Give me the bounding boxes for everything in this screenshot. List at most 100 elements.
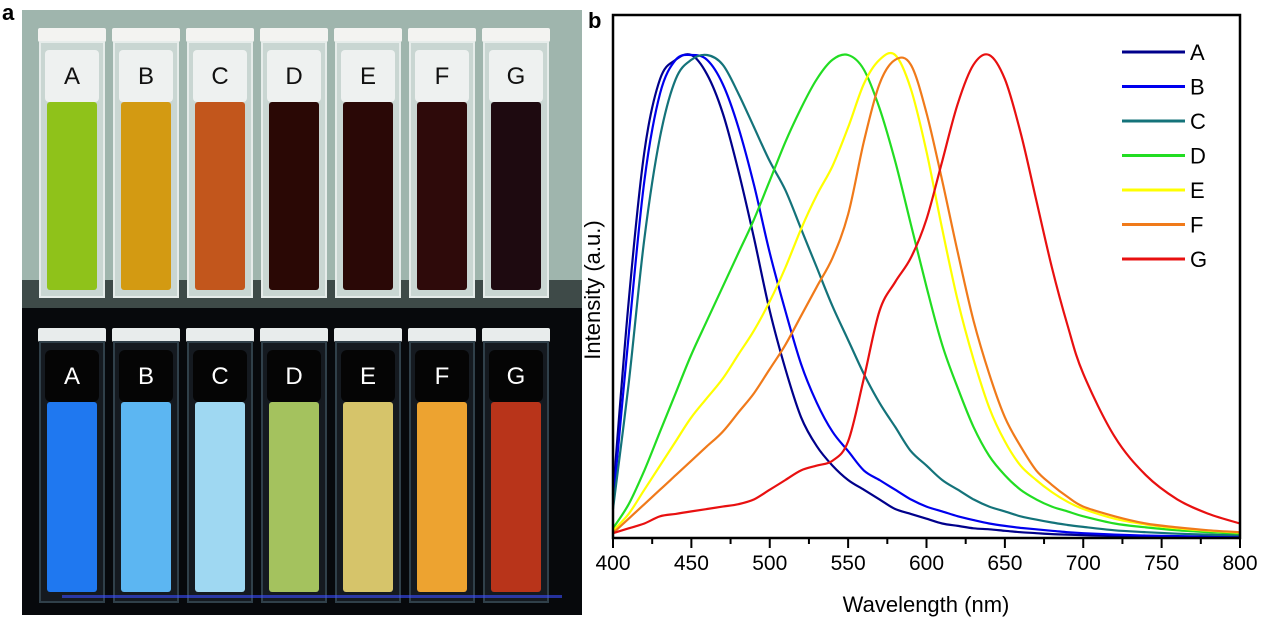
legend-label: D	[1190, 144, 1206, 169]
series-line-B	[611, 53, 1241, 539]
series-line-G	[612, 53, 1241, 535]
legend-item-C: C	[1122, 109, 1206, 134]
vial-label-area	[267, 350, 321, 402]
vial-liquid	[195, 102, 245, 290]
series-line-D	[612, 53, 1241, 535]
x-tick-label: 400	[595, 552, 630, 575]
vial-cap	[38, 328, 106, 342]
daylight-vial-D: D	[260, 28, 328, 298]
uv-vial-F: F	[408, 328, 476, 603]
x-axis-title: Wavelength (nm)	[843, 592, 1010, 617]
vial-label-area	[341, 50, 395, 102]
vial-label: D	[285, 63, 302, 90]
vial-cap	[186, 28, 254, 42]
uv-photo: A B C D E F G	[22, 308, 582, 615]
legend-item-F: F	[1122, 213, 1203, 238]
series-line-C	[611, 53, 1241, 537]
legend-label: C	[1190, 109, 1206, 134]
vial-cap	[260, 328, 328, 342]
vial-cap	[112, 28, 180, 42]
vial-cap	[38, 28, 106, 42]
x-tick-label: 450	[674, 552, 709, 575]
vial-label: B	[138, 363, 154, 390]
vial-label-area	[45, 50, 99, 102]
vial-label: A	[64, 363, 80, 390]
vial-label: A	[64, 63, 80, 90]
plot-lines	[611, 51, 1241, 540]
x-tick-label: 700	[1066, 552, 1101, 575]
uv-vial-C: C	[186, 328, 254, 603]
vial-label-area	[489, 350, 543, 402]
series-line-E	[612, 51, 1241, 534]
vial-liquid	[417, 102, 467, 290]
vial-label: E	[360, 363, 376, 390]
daylight-vial-E: E	[334, 28, 402, 298]
vial-label: B	[138, 63, 154, 90]
legend-item-E: E	[1122, 178, 1205, 203]
legend-label: G	[1190, 247, 1207, 272]
x-tick-label: 500	[752, 552, 787, 575]
vial-liquid	[491, 402, 541, 592]
vial-label-area	[193, 350, 247, 402]
vial-label-area	[119, 50, 173, 102]
legend-label: A	[1190, 40, 1205, 65]
x-tick-label: 750	[1144, 552, 1179, 575]
plot-frame	[611, 13, 1242, 540]
vial-cap	[112, 328, 180, 342]
vial-cap	[482, 328, 550, 342]
vial-cap	[260, 28, 328, 42]
cuvette-photo: A B C D E F G A B C D E F G	[22, 10, 582, 615]
uv-vial-B: B	[112, 328, 180, 603]
vial-liquid	[47, 402, 97, 592]
legend-item-G: G	[1122, 247, 1207, 272]
series-line-F	[612, 56, 1241, 535]
daylight-photo: A B C D E F G	[22, 10, 582, 308]
legend-label: E	[1190, 178, 1205, 203]
x-tick-label: 800	[1222, 552, 1257, 575]
vial-liquid	[269, 402, 319, 592]
panel-label-a: a	[2, 0, 15, 25]
legend-item-B: B	[1122, 75, 1205, 100]
uv-glow	[62, 595, 562, 598]
x-tick-label: 550	[831, 552, 866, 575]
vial-liquid	[47, 102, 97, 290]
vial-label-area	[415, 350, 469, 402]
vial-label: C	[211, 63, 228, 90]
vial-label-area	[267, 50, 321, 102]
vial-label-area	[45, 350, 99, 402]
panel-label-b: b	[588, 8, 601, 33]
legend-item-D: D	[1122, 144, 1206, 169]
y-axis-title: Intensity (a.u.)	[580, 220, 605, 359]
vial-cap	[482, 28, 550, 42]
vial-cap	[186, 328, 254, 342]
vial-liquid	[491, 102, 541, 290]
vial-label: C	[211, 363, 228, 390]
vial-cap	[408, 28, 476, 42]
vial-cap	[334, 328, 402, 342]
daylight-vial-F: F	[408, 28, 476, 298]
legend-label: B	[1190, 75, 1205, 100]
x-axis: 400 450 500 550 600 650 700 750 800	[595, 538, 1258, 575]
uv-vial-A: A	[38, 328, 106, 603]
daylight-vial-B: B	[112, 28, 180, 298]
vial-label-area	[341, 350, 395, 402]
vial-label: D	[285, 363, 302, 390]
daylight-vial-C: C	[186, 28, 254, 298]
vial-label: F	[435, 63, 450, 90]
vial-label: G	[507, 63, 526, 90]
vial-liquid	[195, 402, 245, 592]
uv-vial-E: E	[334, 328, 402, 603]
uv-vial-G: G	[482, 328, 550, 603]
vial-liquid	[343, 402, 393, 592]
vial-cap	[408, 328, 476, 342]
vial-label-area	[193, 50, 247, 102]
vial-liquid	[417, 402, 467, 592]
x-tick-label: 650	[987, 552, 1022, 575]
vial-cap	[334, 28, 402, 42]
vial-label: F	[435, 363, 450, 390]
legend-label: F	[1190, 213, 1203, 238]
vial-label: G	[507, 363, 526, 390]
vial-liquid	[343, 102, 393, 290]
